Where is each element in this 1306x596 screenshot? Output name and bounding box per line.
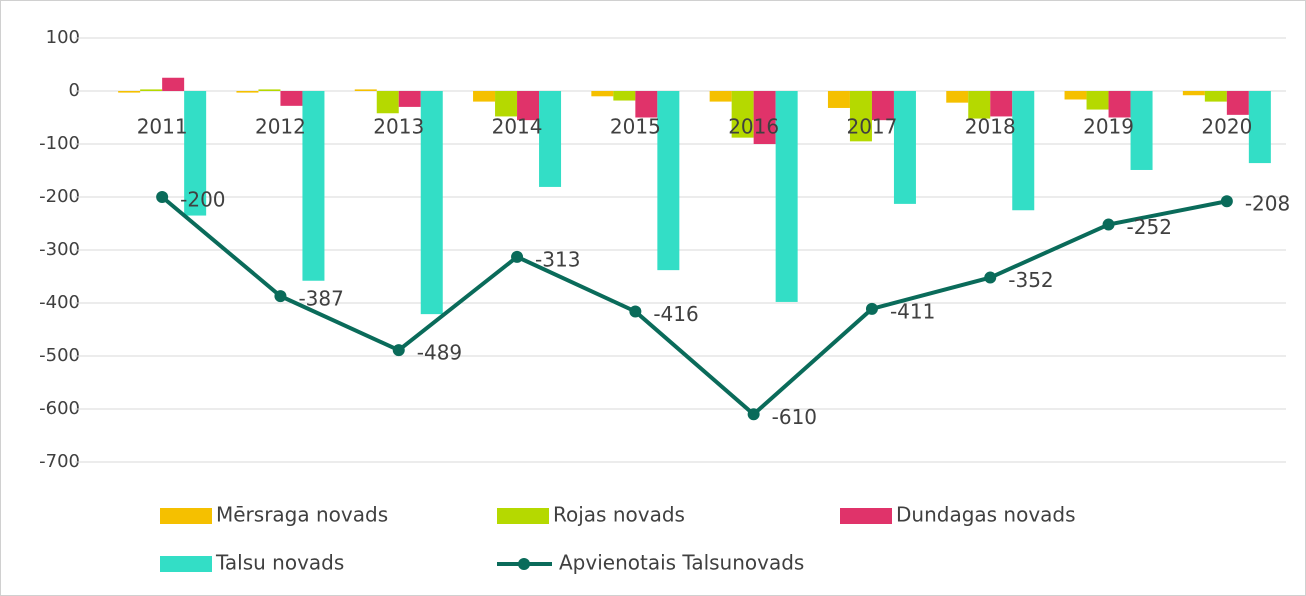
legend-label: Rojas novads bbox=[553, 503, 685, 527]
bar bbox=[1064, 91, 1087, 100]
bar bbox=[635, 91, 658, 118]
y-tick-label: -300 bbox=[39, 239, 80, 260]
bar bbox=[118, 91, 141, 93]
y-tick-label: -100 bbox=[39, 133, 80, 154]
bar bbox=[1248, 91, 1271, 164]
bar bbox=[140, 89, 163, 91]
x-tick-label: 2011 bbox=[137, 115, 188, 139]
x-tick-label: 2018 bbox=[965, 115, 1016, 139]
bar bbox=[162, 77, 185, 91]
data-label: -252 bbox=[1127, 215, 1172, 239]
bar bbox=[893, 91, 916, 204]
y-tick-label: -500 bbox=[39, 345, 80, 366]
x-tick-label: 2015 bbox=[610, 115, 661, 139]
legend-swatch bbox=[518, 558, 530, 570]
bar bbox=[258, 89, 281, 91]
bar bbox=[591, 91, 614, 97]
bar bbox=[1012, 91, 1035, 211]
bar bbox=[871, 91, 894, 121]
bar bbox=[1130, 91, 1153, 170]
bar bbox=[376, 91, 399, 114]
bar bbox=[731, 91, 754, 138]
bar bbox=[968, 91, 991, 119]
bar bbox=[775, 91, 798, 302]
data-label: -411 bbox=[890, 299, 935, 323]
x-tick-label: 2017 bbox=[846, 115, 897, 139]
bar bbox=[184, 91, 207, 216]
data-label: -387 bbox=[298, 287, 343, 311]
line-point bbox=[747, 408, 760, 421]
bar bbox=[946, 91, 969, 103]
line-point bbox=[392, 344, 405, 357]
bar bbox=[495, 91, 518, 117]
bar bbox=[354, 89, 377, 91]
data-label: -610 bbox=[772, 405, 817, 429]
data-label: -313 bbox=[535, 247, 580, 271]
line-point bbox=[156, 191, 169, 203]
line-point bbox=[1102, 218, 1115, 231]
bar bbox=[539, 91, 562, 187]
y-tick-label: -400 bbox=[39, 292, 80, 313]
y-tick-label: -600 bbox=[39, 398, 80, 419]
legend-swatch bbox=[160, 508, 212, 524]
data-label: -208 bbox=[1245, 192, 1290, 216]
bar bbox=[613, 91, 636, 101]
bar bbox=[709, 91, 732, 102]
x-tick-label: 2014 bbox=[492, 115, 543, 139]
bar bbox=[398, 91, 421, 107]
data-label: -352 bbox=[1008, 268, 1053, 292]
bar bbox=[1086, 91, 1109, 110]
bar bbox=[657, 91, 680, 271]
line-point bbox=[865, 302, 878, 315]
line-point bbox=[274, 290, 287, 303]
legend-swatch bbox=[497, 508, 549, 524]
line-point bbox=[984, 271, 997, 284]
legend-label: Dundagas novads bbox=[896, 503, 1076, 527]
x-tick-label: 2016 bbox=[728, 115, 779, 139]
bar bbox=[1182, 91, 1205, 96]
bar bbox=[302, 91, 325, 281]
bar bbox=[420, 91, 443, 315]
legend-label: Talsu novads bbox=[215, 551, 344, 575]
bar bbox=[990, 91, 1013, 117]
legend-label: Mērsraga novads bbox=[216, 503, 388, 527]
bar bbox=[849, 91, 872, 142]
x-tick-label: 2020 bbox=[1201, 115, 1252, 139]
bar bbox=[236, 91, 259, 93]
x-tick-label: 2012 bbox=[255, 115, 306, 139]
bar bbox=[473, 91, 496, 102]
data-label: -489 bbox=[417, 341, 462, 365]
data-label: -200 bbox=[180, 188, 225, 212]
bar bbox=[280, 91, 303, 106]
bar bbox=[1226, 91, 1249, 115]
legend-swatch bbox=[160, 556, 212, 572]
data-label: -416 bbox=[653, 302, 698, 326]
bar bbox=[827, 91, 850, 108]
y-tick-label: 100 bbox=[46, 27, 80, 48]
line-point bbox=[629, 305, 642, 318]
y-tick-label: -200 bbox=[39, 186, 80, 207]
x-tick-label: 2013 bbox=[373, 115, 424, 139]
bar bbox=[1204, 91, 1227, 102]
bar bbox=[517, 91, 540, 121]
legend-swatch bbox=[840, 508, 892, 524]
line-point bbox=[1220, 195, 1233, 208]
y-tick-label: 0 bbox=[69, 80, 80, 101]
line bbox=[160, 195, 1228, 417]
x-tick-label: 2019 bbox=[1083, 115, 1134, 139]
bar bbox=[1108, 91, 1131, 118]
legend-label: Apvienotais Talsunovads bbox=[559, 551, 804, 575]
bar bbox=[753, 91, 776, 144]
y-tick-label: -700 bbox=[39, 451, 80, 472]
line-point bbox=[511, 250, 524, 263]
